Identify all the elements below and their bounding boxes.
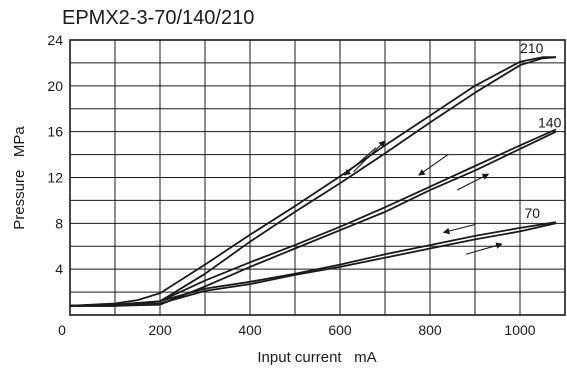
y-tick-label: 4 xyxy=(55,261,63,277)
series-210-decreasing-line xyxy=(69,56,556,307)
curve-label: 70 xyxy=(525,205,541,221)
plot-frame xyxy=(69,39,566,316)
x-tick-labels: 0 200 400 600 800 1000 xyxy=(58,322,536,338)
x-tick-label: 200 xyxy=(148,322,172,338)
series-210-increasing-line xyxy=(70,56,557,307)
x-tick-label: 400 xyxy=(238,322,262,338)
y-tick-label: 8 xyxy=(55,215,63,231)
direction-arrow xyxy=(456,173,490,191)
y-tick-label: 24 xyxy=(47,32,63,48)
x-tick-label: 800 xyxy=(418,322,442,338)
x-tick-label: 600 xyxy=(328,322,352,338)
series-70-decreasing-line xyxy=(69,221,557,307)
direction-arrow xyxy=(344,147,377,176)
direction-arrows xyxy=(344,140,503,255)
x-axis-label: Input current mA xyxy=(257,349,376,366)
series-140-increasing-line xyxy=(70,130,557,307)
x-tick-label: 1000 xyxy=(504,322,535,338)
y-tick-labels: 4 8 12 16 20 24 xyxy=(47,32,63,277)
chart-title: EPMX2-3-70/140/210 xyxy=(62,7,254,29)
curve-label: 140 xyxy=(538,115,562,131)
direction-arrow xyxy=(465,242,503,255)
grid xyxy=(70,39,566,315)
series-140-decreasing-line xyxy=(69,128,557,307)
y-tick-label: 20 xyxy=(47,78,63,94)
y-tick-label: 16 xyxy=(47,124,63,140)
curves xyxy=(69,56,557,307)
curve-label: 210 xyxy=(520,40,544,56)
direction-arrow xyxy=(442,223,476,235)
y-tick-label: 12 xyxy=(47,170,63,186)
direction-arrow xyxy=(353,140,386,173)
direction-arrow xyxy=(418,154,449,176)
x-tick-label: 0 xyxy=(58,322,66,338)
series-70-increasing-line xyxy=(70,222,557,307)
y-axis-label: Pressure MPa xyxy=(11,126,28,230)
curve-labels: 210 140 70 xyxy=(520,40,562,221)
